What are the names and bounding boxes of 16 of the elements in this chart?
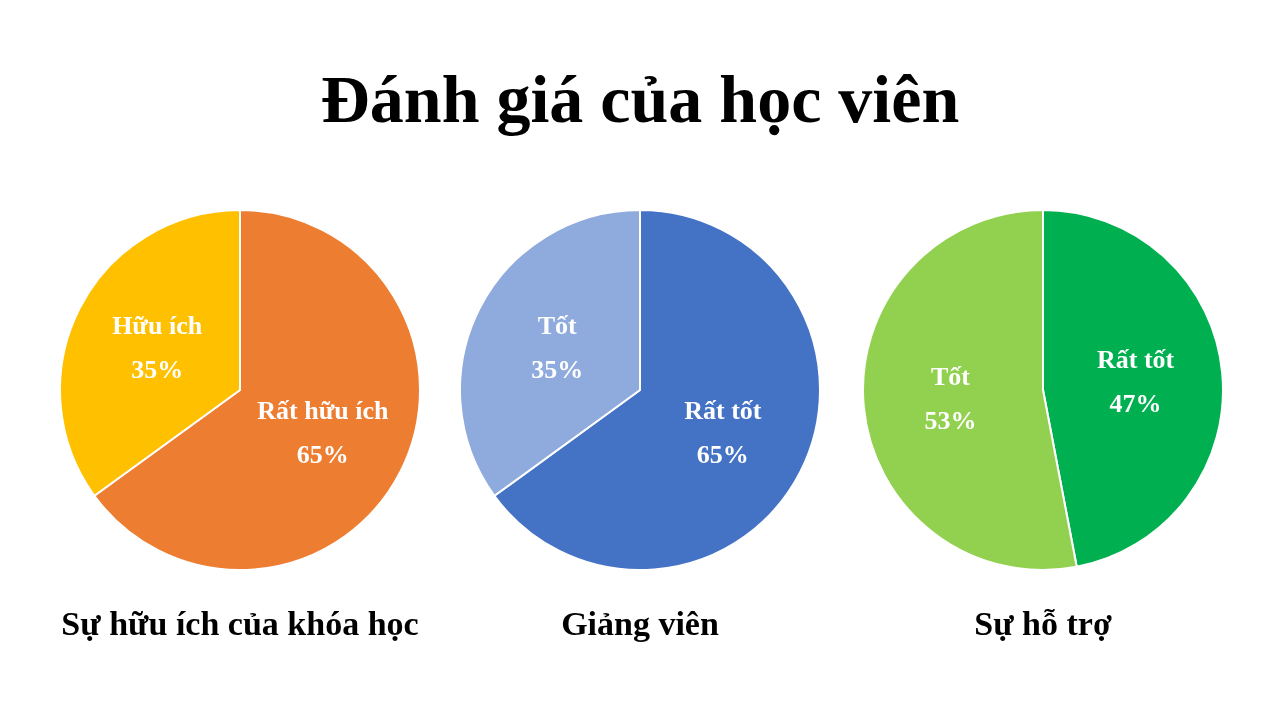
slice-label: Hữu ích [112,311,203,341]
slice-label: Tốt [537,311,577,341]
data-label: 47% [1109,388,1162,418]
text: Giảng viên [560,605,720,643]
slice-label: Rất tốt [1096,344,1175,374]
slice-label: Rất tốt [684,395,762,425]
data-label: 35% [131,355,184,385]
slice-label: Tốt [930,362,971,392]
data-label: 53% [924,406,977,436]
text: Đánh giá của học viên [319,60,961,139]
slice-label: Rất hữu ích [257,395,389,425]
data-label: 65% [296,439,349,469]
data-label: 35% [531,355,584,385]
data-label: 65% [696,439,749,469]
text: Sự hỗ trợ [973,605,1113,643]
text: Sự hữu ích của khóa học [60,605,420,643]
